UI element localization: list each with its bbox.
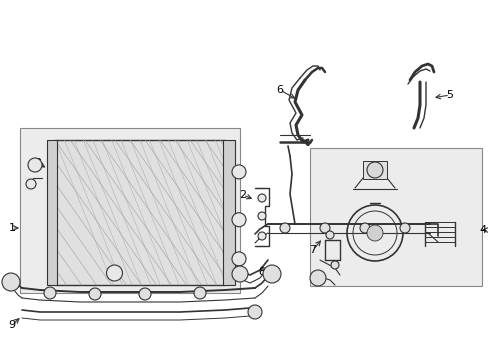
Bar [55, 140, 224, 285]
Circle shape [366, 225, 382, 241]
Text: 9: 9 [8, 320, 16, 330]
Circle shape [139, 288, 151, 300]
Bar [309, 148, 481, 286]
Text: 5: 5 [446, 90, 452, 100]
Circle shape [359, 223, 369, 233]
Bar [47, 140, 57, 285]
Circle shape [231, 266, 247, 282]
Circle shape [2, 273, 20, 291]
Circle shape [26, 179, 36, 189]
Bar [20, 128, 240, 293]
Circle shape [231, 213, 245, 227]
Circle shape [28, 158, 42, 172]
Circle shape [258, 212, 265, 220]
Circle shape [247, 305, 262, 319]
Circle shape [231, 165, 245, 179]
Text: 2: 2 [239, 190, 246, 200]
Circle shape [330, 261, 338, 269]
Bar [362, 161, 386, 179]
Circle shape [258, 232, 265, 240]
Circle shape [231, 252, 245, 266]
Text: 3: 3 [35, 158, 41, 168]
Circle shape [89, 288, 101, 300]
Circle shape [106, 265, 122, 281]
Circle shape [309, 270, 325, 286]
Text: 8: 8 [258, 267, 265, 277]
Circle shape [280, 223, 289, 233]
Text: 1: 1 [8, 223, 16, 233]
Circle shape [263, 265, 281, 283]
Circle shape [258, 194, 265, 202]
Circle shape [194, 287, 205, 299]
Circle shape [366, 162, 382, 178]
Circle shape [44, 287, 56, 299]
Circle shape [319, 223, 329, 233]
Text: 4: 4 [479, 225, 486, 235]
Circle shape [399, 223, 409, 233]
Bar [223, 140, 235, 285]
Circle shape [325, 231, 333, 239]
Text: 6: 6 [276, 85, 283, 95]
Text: 7: 7 [309, 245, 316, 255]
